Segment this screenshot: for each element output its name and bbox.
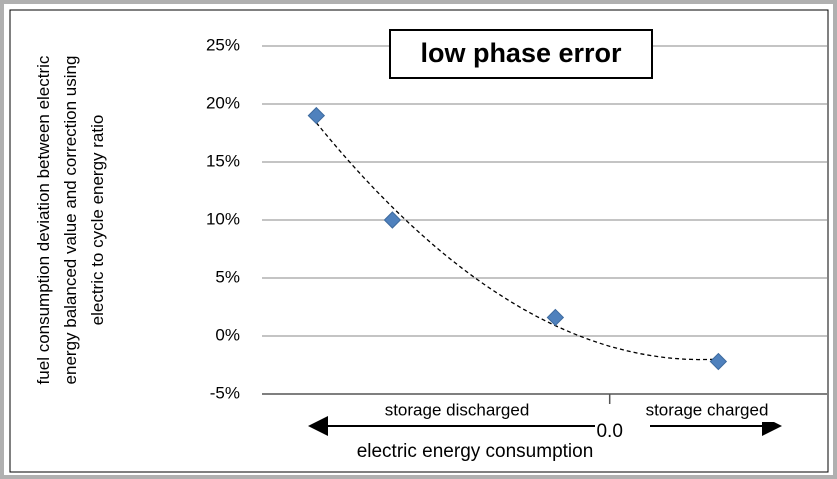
x-axis-label: electric energy consumption — [357, 441, 594, 462]
chart-border — [9, 9, 829, 473]
y-tick-label: 0% — [215, 325, 240, 344]
y-tick-label: 15% — [206, 151, 240, 170]
annotation: storage charged — [646, 400, 769, 419]
data-point — [307, 106, 326, 125]
trendline — [315, 122, 719, 361]
label-bg — [360, 400, 555, 422]
y-tick-label: 25% — [206, 35, 240, 54]
data-point — [383, 211, 402, 229]
label-bg — [632, 400, 782, 422]
y-tick-label: 5% — [215, 267, 240, 286]
y-axis-label: fuel consumption deviation between elect… — [34, 55, 107, 385]
annotation: storage discharged — [385, 400, 530, 419]
y-tick-label: -5% — [210, 383, 240, 402]
chart-title: low phase error — [420, 38, 622, 68]
data-point — [709, 352, 728, 371]
y-tick-label: 20% — [206, 93, 240, 112]
title-box — [389, 29, 653, 79]
y-tick-label: 10% — [206, 209, 240, 228]
x-tick-label: 0.0 — [596, 421, 622, 442]
data-point — [546, 308, 565, 327]
